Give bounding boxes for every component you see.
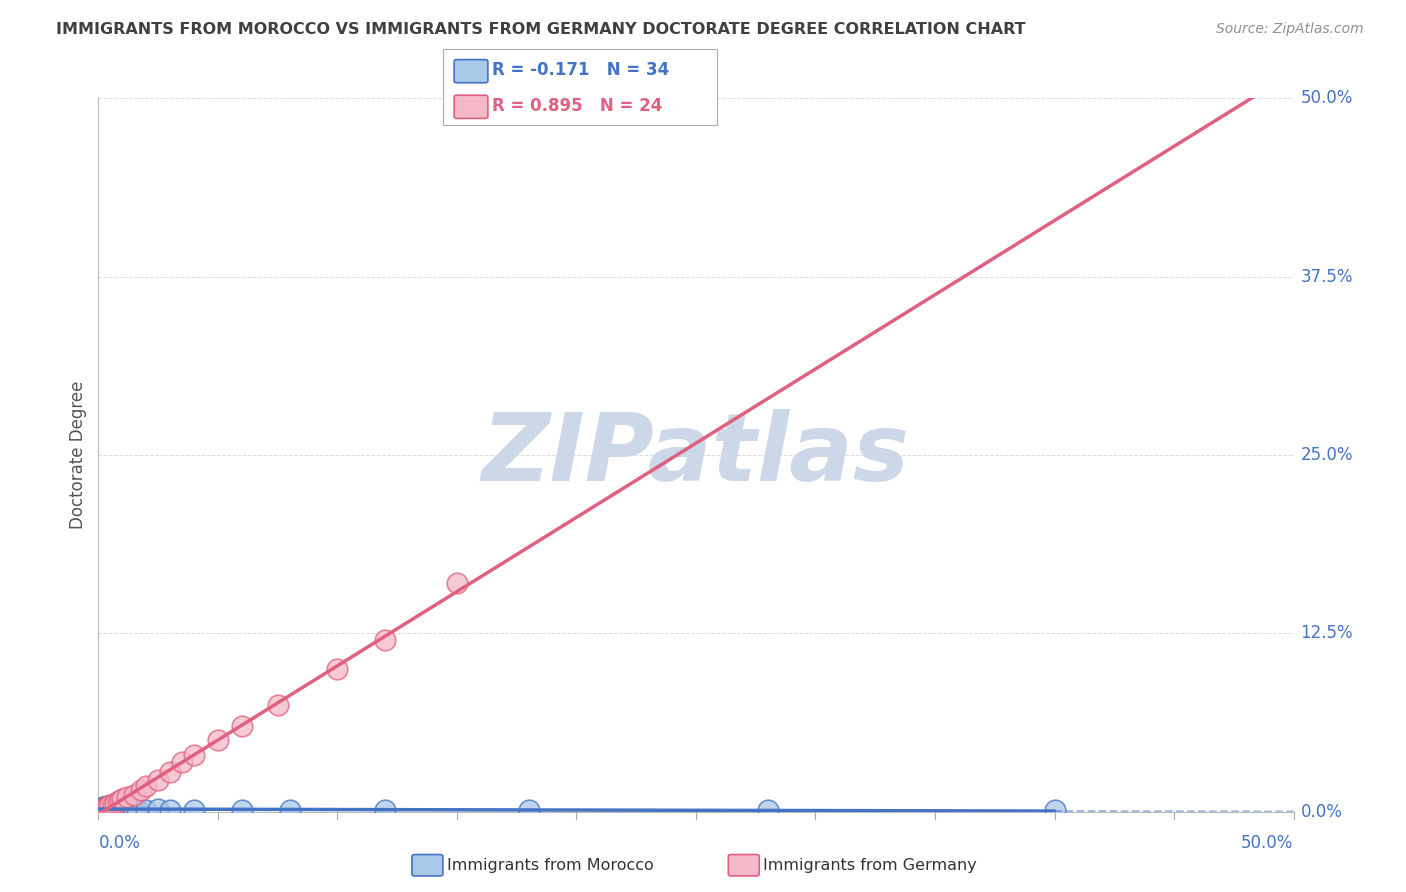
Point [111, 802, 134, 816]
Text: R = -0.171   N = 34: R = -0.171 N = 34 [492, 62, 669, 79]
Point [98, 797, 122, 812]
Point [104, 796, 127, 810]
Text: 50.0%: 50.0% [1241, 834, 1294, 852]
Point [207, 733, 229, 747]
Text: 37.5%: 37.5% [1301, 268, 1353, 285]
Point [231, 803, 253, 817]
Text: IMMIGRANTS FROM MOROCCO VS IMMIGRANTS FROM GERMANY DOCTORATE DEGREE CORRELATION : IMMIGRANTS FROM MOROCCO VS IMMIGRANTS FR… [56, 22, 1026, 37]
Point [278, 803, 301, 817]
Text: R = 0.895   N = 24: R = 0.895 N = 24 [492, 97, 662, 115]
Point [107, 803, 129, 817]
Point [118, 803, 141, 817]
Point [111, 792, 134, 806]
Point [90, 803, 112, 817]
Point [131, 783, 153, 797]
Point [98, 802, 122, 816]
Point [91, 802, 114, 816]
Point [374, 803, 396, 817]
Point [326, 662, 349, 676]
Text: ZIPatlas: ZIPatlas [482, 409, 910, 501]
Point [135, 779, 157, 793]
Point [135, 803, 157, 817]
Y-axis label: Doctorate Degree: Doctorate Degree [69, 381, 87, 529]
Point [94, 803, 117, 817]
Text: Immigrants from Morocco: Immigrants from Morocco [447, 858, 654, 872]
Point [104, 802, 127, 816]
Point [159, 803, 181, 817]
Point [108, 793, 131, 807]
Point [94, 800, 117, 814]
Point [124, 803, 146, 817]
Point [172, 755, 194, 769]
Point [108, 803, 131, 817]
Point [446, 576, 468, 591]
Text: Source: ZipAtlas.com: Source: ZipAtlas.com [1216, 22, 1364, 37]
Point [267, 698, 290, 712]
Point [517, 803, 540, 817]
Point [121, 802, 143, 816]
Point [159, 764, 181, 779]
Point [101, 803, 124, 817]
Point [124, 788, 146, 802]
Point [183, 747, 205, 762]
Point [125, 802, 148, 816]
Point [101, 800, 124, 814]
Point [1043, 803, 1066, 817]
Point [107, 802, 129, 816]
Point [756, 803, 779, 817]
Point [374, 633, 396, 648]
Point [94, 799, 117, 814]
Point [97, 800, 120, 814]
Point [115, 802, 138, 816]
Point [90, 802, 112, 816]
Point [97, 799, 120, 814]
Point [101, 797, 124, 812]
Point [115, 790, 138, 805]
Point [183, 803, 205, 817]
Point [231, 719, 253, 733]
Text: 50.0%: 50.0% [1301, 89, 1353, 107]
Point [97, 802, 120, 816]
Text: 0.0%: 0.0% [1301, 803, 1343, 821]
Point [111, 800, 134, 814]
Text: 0.0%: 0.0% [98, 834, 141, 852]
Point [108, 800, 131, 814]
Point [114, 803, 136, 817]
Point [98, 803, 122, 817]
Point [148, 802, 170, 816]
Point [91, 800, 114, 814]
Point [148, 773, 170, 788]
Point [107, 795, 129, 809]
Text: 12.5%: 12.5% [1301, 624, 1353, 642]
Text: 25.0%: 25.0% [1301, 446, 1353, 464]
Point [104, 800, 127, 814]
Text: Immigrants from Germany: Immigrants from Germany [763, 858, 977, 872]
